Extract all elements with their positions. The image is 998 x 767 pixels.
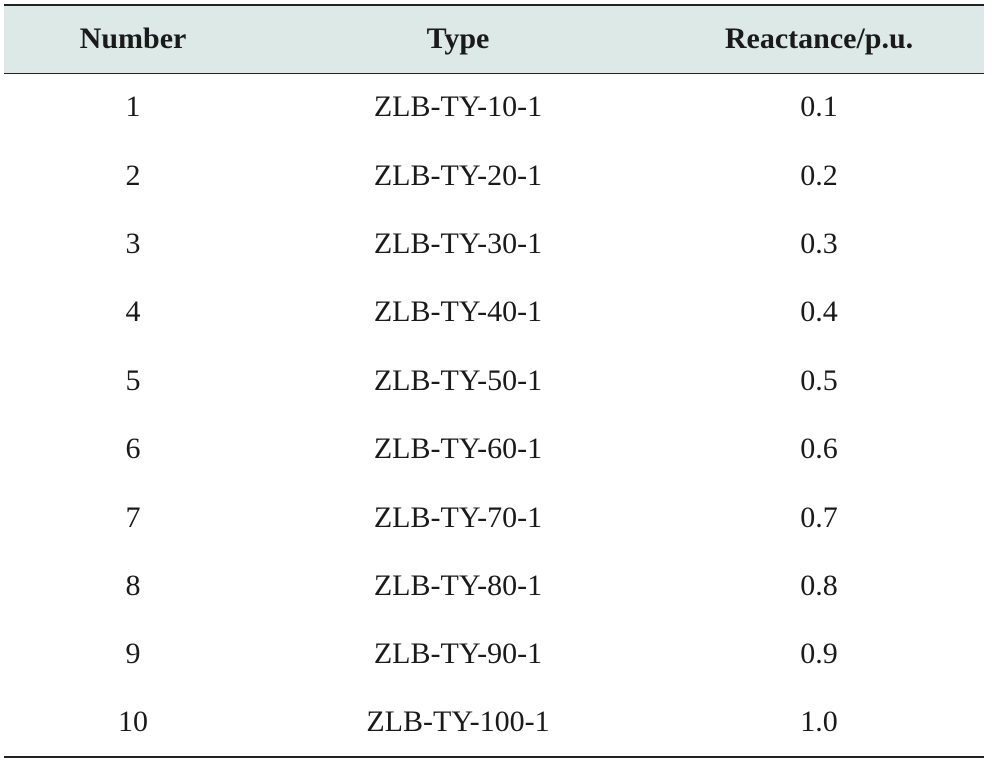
cell-type: ZLB-TY-90-1 [373, 637, 543, 671]
table-row: 2 ZLB-TY-20-1 0.2 [4, 141, 984, 209]
cell-type: ZLB-TY-10-1 [373, 90, 543, 124]
table-row: 1 ZLB-TY-10-1 0.1 [4, 73, 984, 141]
cell-number: 3 [125, 226, 141, 260]
cell-number: 5 [125, 363, 141, 397]
table-row: 10 ZLB-TY-100-1 1.0 [4, 688, 984, 758]
cell-number: 6 [125, 432, 141, 466]
cell-type: ZLB-TY-70-1 [373, 500, 543, 534]
table-container: Number Type Reactance/p.u. 1 ZLB-TY-10-1… [4, 4, 984, 758]
table-row: 8 ZLB-TY-80-1 0.8 [4, 552, 984, 620]
table-row: 9 ZLB-TY-90-1 0.9 [4, 620, 984, 688]
cell-type: ZLB-TY-50-1 [373, 363, 543, 397]
header-row: Number Type Reactance/p.u. [4, 4, 984, 74]
cell-type: ZLB-TY-40-1 [373, 295, 543, 329]
table-row: 7 ZLB-TY-70-1 0.7 [4, 483, 984, 551]
cell-reactance: 0.6 [800, 432, 838, 466]
header-reactance: Reactance/p.u. [654, 4, 984, 74]
cell-reactance: 0.4 [800, 295, 838, 329]
cell-type: ZLB-TY-20-1 [373, 158, 543, 192]
cell-number: 7 [125, 500, 141, 534]
table-row: 6 ZLB-TY-60-1 0.6 [4, 415, 984, 483]
cell-number: 4 [125, 295, 141, 329]
cell-number: 2 [125, 158, 141, 192]
table-row: 4 ZLB-TY-40-1 0.4 [4, 278, 984, 346]
cell-number: 9 [125, 637, 141, 671]
table-header: Number Type Reactance/p.u. [4, 4, 984, 74]
cell-reactance: 0.8 [800, 568, 838, 602]
cell-type: ZLB-TY-30-1 [373, 226, 543, 260]
cell-type: ZLB-TY-100-1 [262, 688, 654, 758]
cell-reactance: 0.5 [800, 363, 838, 397]
cell-reactance: 1.0 [654, 688, 984, 758]
header-number: Number [4, 4, 262, 74]
table-row: 3 ZLB-TY-30-1 0.3 [4, 210, 984, 278]
cell-reactance: 0.9 [800, 637, 838, 671]
reactance-table: Number Type Reactance/p.u. 1 ZLB-TY-10-1… [4, 4, 984, 758]
table-body: 1 ZLB-TY-10-1 0.1 2 ZLB-TY-20-1 0.2 3 ZL… [4, 73, 984, 758]
table-row: 5 ZLB-TY-50-1 0.5 [4, 347, 984, 415]
cell-number: 8 [125, 568, 141, 602]
cell-reactance: 0.7 [800, 500, 838, 534]
cell-type: ZLB-TY-80-1 [373, 568, 543, 602]
cell-type: ZLB-TY-60-1 [373, 432, 543, 466]
cell-reactance: 0.2 [800, 158, 838, 192]
header-type: Type [262, 4, 654, 74]
cell-reactance: 0.3 [800, 226, 838, 260]
cell-number: 10 [4, 688, 262, 758]
cell-number: 1 [125, 90, 141, 124]
cell-reactance: 0.1 [800, 90, 838, 124]
